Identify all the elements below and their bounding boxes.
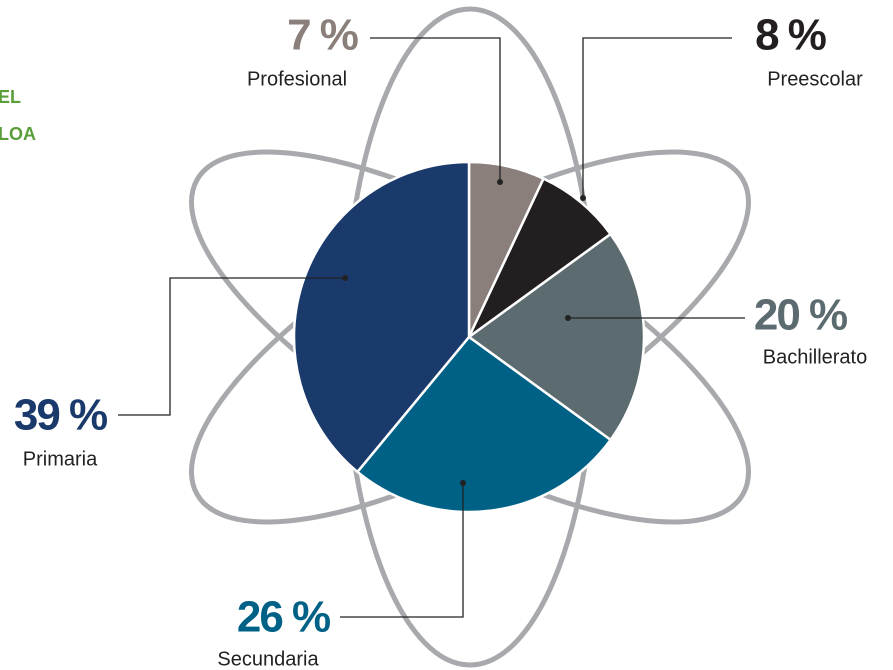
category-label: Preescolar — [767, 68, 863, 90]
value-label: 26 % — [237, 593, 330, 642]
pie-slice — [466, 232, 646, 442]
leader-dot — [460, 480, 466, 486]
category-label: Primaria — [23, 448, 98, 470]
leader-dot — [497, 179, 503, 185]
leader-dot — [342, 275, 348, 281]
value-label: 7 % — [287, 11, 358, 60]
leader-line — [118, 277, 345, 416]
leader-dot — [580, 195, 586, 201]
annotation: EL — [0, 87, 21, 107]
value-label: 8 % — [755, 11, 826, 60]
category-label: Profesional — [247, 68, 347, 90]
value-label: 20 % — [754, 291, 847, 340]
value-label: 39 % — [14, 391, 107, 440]
leader-line — [340, 483, 464, 618]
leader-dot — [565, 315, 571, 321]
leader-line — [370, 37, 501, 182]
category-label: Secundaria — [217, 648, 319, 670]
pie-slice — [355, 335, 613, 514]
annotation: LOA — [0, 124, 36, 144]
category-label: Bachillerato — [763, 346, 868, 368]
leader-line — [582, 37, 732, 198]
